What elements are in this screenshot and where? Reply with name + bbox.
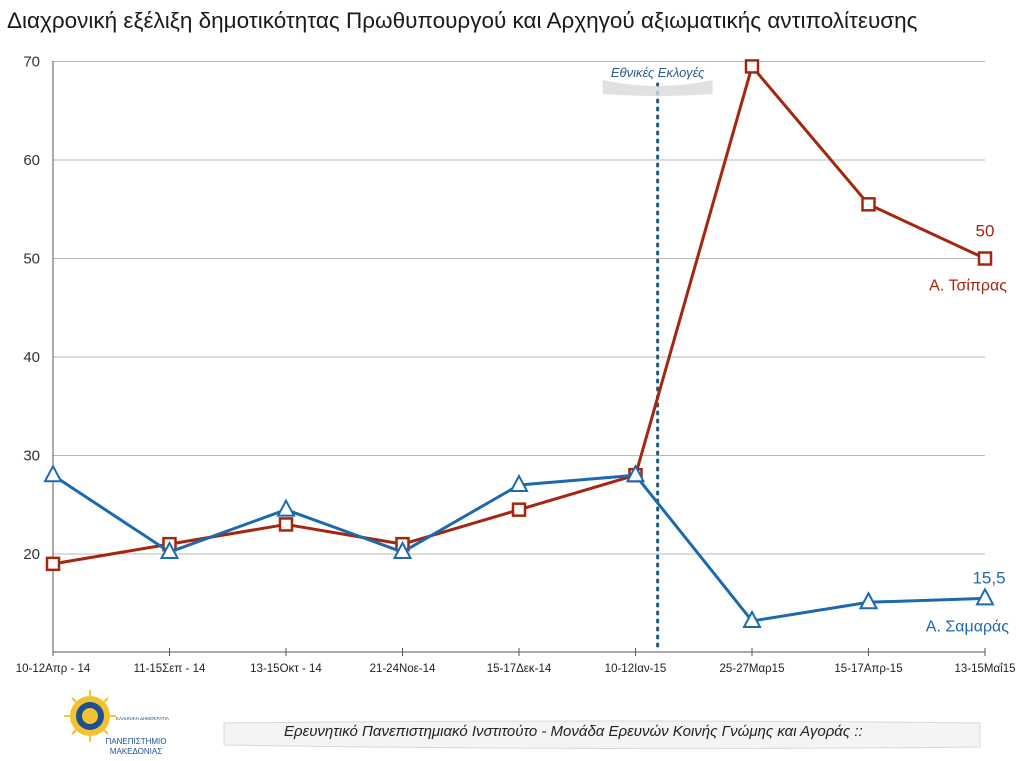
samaras-series-name: Α. Σαμαράς (926, 618, 1010, 635)
data-point-tsipras (861, 197, 876, 212)
logo-emblem-icon: ΕΛΛΗΝΙΚΗ ΔΗΜΟΚΡΑΤΙΑ ΠΑΝΕΠΙΣΤΗΜΙΟ ΜΑΚΕΔΟΝ… (64, 690, 169, 756)
tsipras-end-value: 50 (976, 222, 995, 241)
x-tick-label: 21-24Νοε-14 (370, 663, 436, 675)
logo-top-text: ΕΛΛΗΝΙΚΗ ΔΗΜΟΚΡΑΤΙΑ (116, 716, 169, 721)
data-point-samaras (43, 464, 63, 483)
y-tick-label: 40 (23, 349, 40, 366)
data-point-samaras (392, 540, 413, 560)
university-logo: ΕΛΛΗΝΙΚΗ ΔΗΜΟΚΡΑΤΙΑ ΠΑΝΕΠΙΣΤΗΜΙΟ ΜΑΚΕΔΟΝ… (60, 684, 190, 756)
data-point-tsipras (744, 59, 760, 74)
series-layer (43, 59, 995, 628)
x-tick-label: 15-17Απρ-15 (834, 663, 902, 675)
x-tick-label: 11-15Σεπ - 14 (134, 663, 206, 675)
data-point-tsipras (278, 517, 294, 532)
y-tick-label: 70 (23, 54, 40, 71)
chart-title: Διαχρονική εξέλιξη δημοτικότητας Πρωθυπο… (7, 8, 918, 33)
series-labels: 50 Α. Τσίπρας 15,5 Α. Σαμαράς (926, 222, 1010, 636)
samaras-end-value: 15,5 (972, 568, 1005, 587)
data-point-samaras (509, 473, 529, 493)
logo-name-line2: ΜΑΚΕΔΟΝΙΑΣ (110, 747, 162, 756)
y-axis: 20 30 40 50 60 70 (23, 54, 54, 652)
x-tick-label: 13-15Μαΐ15 (955, 663, 1016, 675)
x-axis: 10-12Απρ - 14 11-15Σεπ - 14 13-15Οκτ - 14 2… (16, 648, 1016, 675)
data-point-samaras (858, 591, 879, 610)
data-point-samaras (625, 464, 646, 483)
election-annotation: Εθνικές Εκλογές (602, 65, 713, 654)
data-point-tsipras (511, 502, 527, 517)
logo-name-line1: ΠΑΝΕΠΙΣΤΗΜΙΟ (106, 737, 167, 746)
series-line-samaras (52, 473, 986, 623)
y-tick-label: 30 (23, 448, 40, 465)
x-tick-label: 10-12Ιαν-15 (605, 663, 667, 675)
election-label: Εθνικές Εκλογές (611, 65, 705, 80)
y-tick-label: 50 (23, 251, 40, 268)
y-tick-label: 60 (23, 152, 40, 169)
x-tick-label: 10-12Απρ - 14 (16, 663, 91, 675)
data-point-tsipras (45, 556, 61, 572)
tsipras-series-name: Α. Τσίπρας (929, 278, 1007, 295)
footer-credit: Ερευνητικό Πανεπιστημιακό Ινστιτούτο - Μ… (284, 723, 863, 740)
data-point-samaras (276, 498, 296, 517)
x-tick-label: 13-15Οκτ - 14 (250, 663, 322, 675)
data-point-samaras (159, 540, 180, 560)
data-point-tsipras (977, 251, 993, 266)
x-tick-label: 25-27Μαρ15 (720, 663, 785, 675)
y-tick-label: 20 (23, 546, 40, 563)
x-tick-label: 15-17Δεκ-14 (487, 663, 552, 675)
data-point-samaras (742, 609, 762, 628)
grid-lines (53, 61, 985, 555)
footer-brush-icon (223, 720, 981, 750)
data-point-samaras (975, 587, 995, 606)
annotation-brush (602, 80, 713, 96)
